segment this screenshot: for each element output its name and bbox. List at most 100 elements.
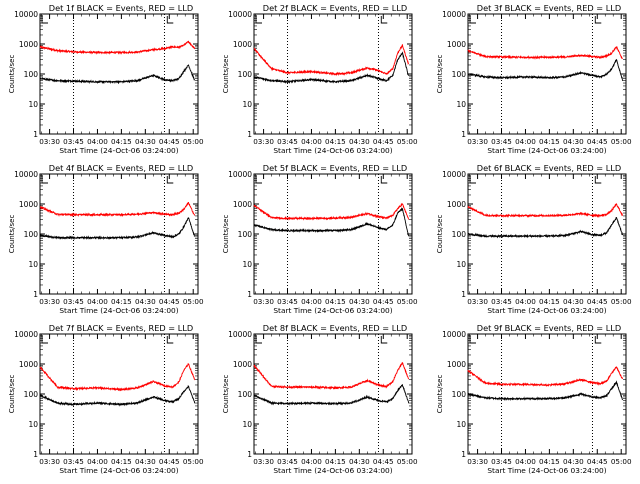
series-line-lld [253, 43, 410, 77]
y-tick-label: 10 [456, 260, 466, 269]
y-axis-label: Counts/sec [222, 375, 230, 414]
chart-title: Det 3f BLACK = Events, RED = LLD [477, 3, 621, 13]
chart-title: Det 4f BLACK = Events, RED = LLD [49, 163, 193, 173]
interval-marker [255, 336, 262, 344]
y-axis-label: Counts/sec [8, 215, 16, 254]
x-axis-label: Start Time (24-Oct-06 03:24:00) [273, 306, 392, 315]
interval-marker [380, 16, 388, 24]
x-tick-label: 05:00 [183, 457, 204, 466]
x-tick-label: 04:00 [87, 457, 108, 466]
x-tick-label: 03:30 [253, 457, 274, 466]
chart-panel-3: Det 3f BLACK = Events, RED = LLD 1 10 100 10… [436, 3, 632, 155]
x-tick-label: 05:00 [611, 137, 632, 146]
x-tick-label: 04:30 [135, 457, 156, 466]
series-line-events [39, 217, 196, 241]
chart-title: Det 2f BLACK = Events, RED = LLD [263, 3, 407, 13]
x-tick-label: 04:30 [349, 457, 370, 466]
x-tick-label: 04:30 [349, 297, 370, 306]
interval-marker [255, 176, 262, 184]
series-line-events [467, 216, 624, 239]
y-tick-label: 1 [33, 450, 38, 459]
y-tick-label: 10 [456, 420, 466, 429]
x-tick-label: 03:30 [253, 137, 274, 146]
y-tick-label: 1 [33, 130, 38, 139]
y-tick-label: 1 [247, 290, 252, 299]
plot-frame [253, 173, 413, 295]
x-tick-label: 03:45 [277, 297, 298, 306]
interval-marker [594, 16, 602, 24]
y-tick-label: 10 [242, 100, 252, 109]
x-tick-label: 04:45 [373, 297, 394, 306]
interval-marker [41, 176, 48, 184]
plot-frame [39, 13, 199, 135]
y-tick-label: 1000 [447, 200, 466, 209]
chart-panel-9: Det 9f BLACK = Events, RED = LLD 1 10 100 10… [436, 323, 632, 475]
x-tick-label: 04:30 [563, 297, 584, 306]
y-tick-label: 1000 [19, 360, 38, 369]
series-line-lld [467, 46, 624, 60]
y-tick-label: 10 [242, 420, 252, 429]
series-line-events [39, 64, 196, 85]
x-axis-label: Start Time (24-Oct-06 03:24:00) [487, 146, 606, 155]
x-tick-label: 04:15 [111, 297, 132, 306]
x-tick-label: 03:30 [39, 457, 60, 466]
plot-frame [39, 173, 199, 295]
x-axis-label: Start Time (24-Oct-06 03:24:00) [59, 146, 178, 155]
y-tick-label: 10000 [14, 330, 38, 339]
y-tick-label: 100 [452, 390, 467, 399]
y-tick-label: 100 [238, 390, 253, 399]
interval-marker [166, 336, 174, 344]
y-tick-label: 100 [24, 390, 39, 399]
x-tick-label: 04:00 [87, 297, 108, 306]
y-tick-label: 10 [28, 100, 38, 109]
x-tick-label: 04:00 [301, 297, 322, 306]
y-axis-label: Counts/sec [436, 375, 444, 414]
series-line-events [253, 207, 410, 237]
x-tick-label: 03:30 [467, 137, 488, 146]
x-tick-label: 03:45 [277, 137, 298, 146]
x-tick-label: 03:45 [491, 457, 512, 466]
interval-marker [41, 336, 48, 344]
x-tick-label: 03:45 [491, 137, 512, 146]
series-line-lld [39, 40, 196, 55]
x-tick-label: 04:45 [159, 457, 180, 466]
plot-frame [39, 333, 199, 455]
interval-marker [380, 176, 388, 184]
y-tick-label: 10000 [442, 10, 466, 19]
x-tick-label: 03:45 [63, 297, 84, 306]
x-tick-label: 05:00 [183, 297, 204, 306]
x-tick-label: 03:30 [39, 297, 60, 306]
x-axis-label: Start Time (24-Oct-06 03:24:00) [59, 466, 178, 475]
x-tick-label: 04:00 [87, 137, 108, 146]
y-tick-label: 100 [238, 230, 253, 239]
chart-panel-6: Det 6f BLACK = Events, RED = LLD 1 10 100 10… [436, 163, 632, 315]
y-tick-label: 1 [461, 450, 466, 459]
x-tick-label: 05:00 [611, 457, 632, 466]
interval-marker [469, 176, 476, 184]
series-line-events [253, 51, 410, 84]
x-tick-label: 04:30 [563, 137, 584, 146]
plot-frame [467, 333, 627, 455]
y-tick-label: 10000 [14, 170, 38, 179]
x-tick-label: 03:45 [277, 457, 298, 466]
x-tick-label: 04:30 [135, 137, 156, 146]
x-tick-label: 05:00 [397, 297, 418, 306]
series-line-events [39, 385, 196, 407]
y-tick-label: 1000 [447, 360, 466, 369]
y-tick-label: 10 [28, 260, 38, 269]
x-tick-label: 03:45 [491, 297, 512, 306]
x-tick-label: 03:30 [39, 137, 60, 146]
x-tick-label: 04:15 [325, 137, 346, 146]
y-tick-label: 10 [28, 420, 38, 429]
plot-frame [467, 173, 627, 295]
x-tick-label: 04:15 [539, 297, 560, 306]
y-axis-label: Counts/sec [436, 215, 444, 254]
x-tick-label: 04:15 [325, 457, 346, 466]
y-tick-label: 1000 [233, 360, 252, 369]
interval-marker [255, 16, 262, 24]
chart-panel-7: Det 7f BLACK = Events, RED = LLD 1 10 100 10… [8, 323, 204, 475]
interval-marker [594, 176, 602, 184]
series-line-lld [39, 363, 195, 392]
x-tick-label: 04:30 [349, 137, 370, 146]
chart-title: Det 8f BLACK = Events, RED = LLD [263, 323, 407, 333]
